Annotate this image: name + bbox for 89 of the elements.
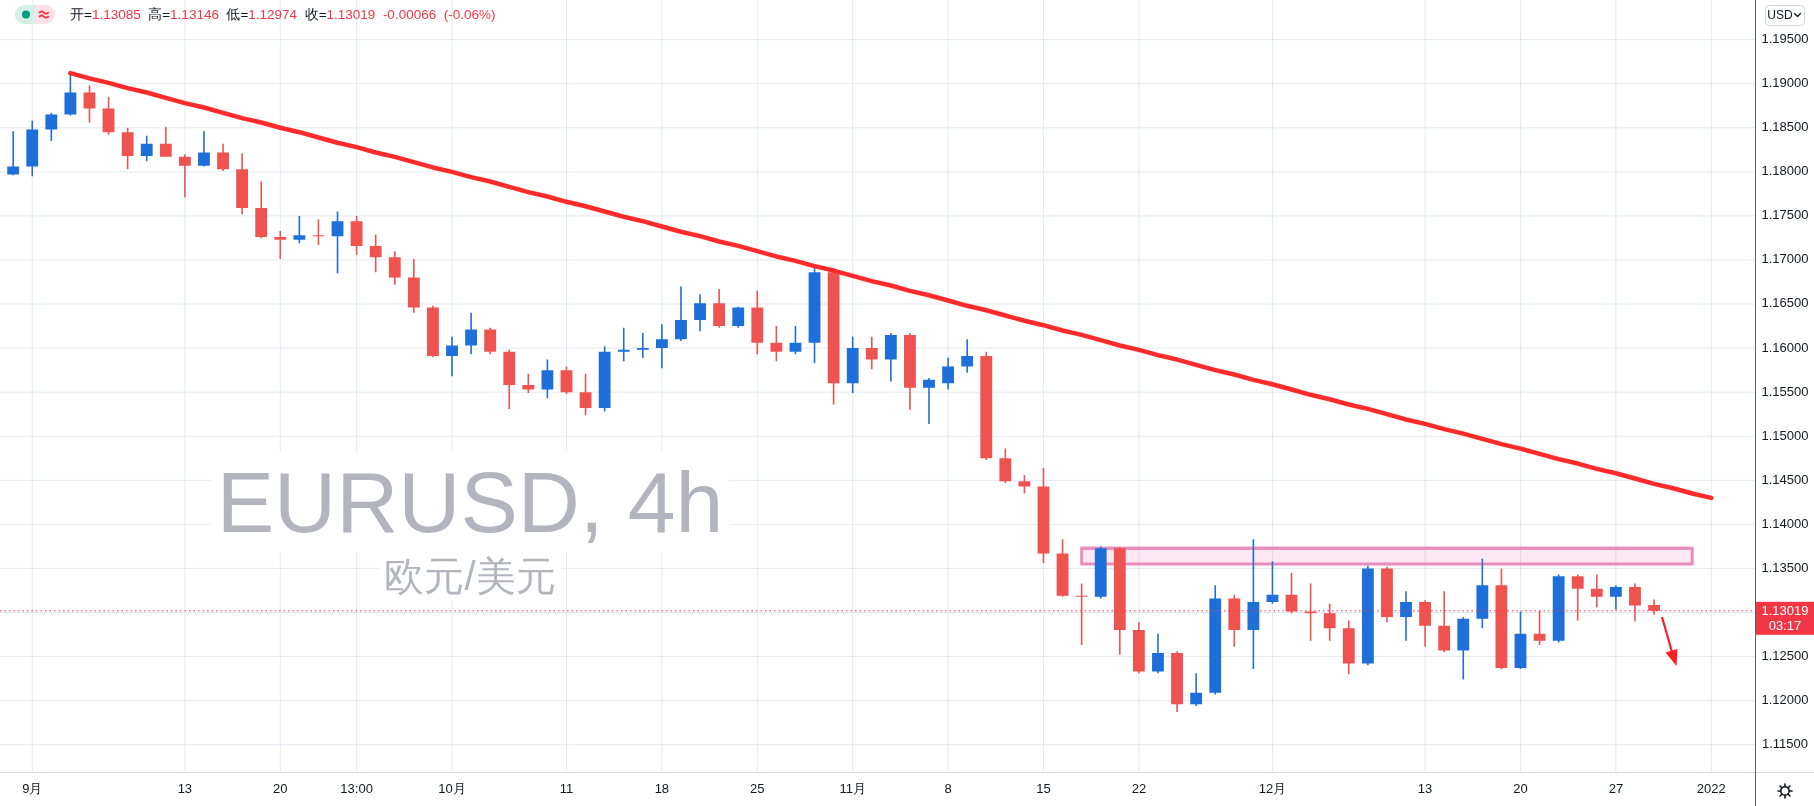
candlestick	[846, 336, 859, 394]
ref-line-label: 1.13019	[1761, 602, 1809, 618]
candlestick	[1190, 673, 1203, 706]
candlestick	[159, 126, 172, 157]
y-tick-label: 1.11500	[1761, 736, 1809, 752]
candlestick	[178, 154, 191, 198]
candlestick	[1094, 546, 1107, 599]
candlestick	[1457, 616, 1470, 680]
candlestick	[236, 153, 249, 215]
candlestick	[675, 286, 687, 342]
y-tick-label: 1.19500	[1761, 31, 1809, 47]
candlestick	[904, 333, 916, 410]
candlestick	[7, 131, 20, 176]
candlestick	[942, 357, 955, 390]
candlestick	[274, 230, 287, 260]
candlestick	[1113, 547, 1126, 655]
y-tick-label: 1.17500	[1761, 207, 1809, 223]
y-tick-label: 1.14500	[1761, 471, 1809, 487]
x-tick-label: 13	[1417, 781, 1433, 797]
candlestick	[751, 290, 764, 355]
candlestick	[655, 324, 668, 369]
candlestick	[255, 181, 268, 238]
candlestick	[217, 143, 229, 171]
candlestick	[198, 131, 210, 167]
y-tick-label: 1.15500	[1761, 383, 1809, 399]
text: 欧元/美元	[384, 554, 556, 598]
candlestick	[884, 333, 897, 382]
candlestick	[484, 327, 497, 355]
candlestick	[1629, 583, 1641, 622]
y-tick-label: 1.12000	[1761, 692, 1809, 708]
candlestick	[1323, 603, 1336, 641]
candlestick	[1648, 599, 1660, 615]
x-tick-label: 8	[944, 781, 952, 797]
text: 开=1.13085 高=1.13146 低=1.12974 收=1.13019 -0.00066 (-0.06%)	[70, 6, 496, 22]
x-tick-label: 22	[1131, 781, 1147, 797]
candlestick	[140, 135, 153, 162]
candlestick	[961, 339, 974, 373]
text: USD	[1767, 8, 1793, 23]
y-tick-label: 1.16500	[1761, 295, 1809, 311]
y-tick-label: 1.12500	[1761, 647, 1809, 663]
x-tick-label: 10月	[438, 781, 466, 797]
candlestick	[1209, 585, 1222, 695]
candlestick	[465, 312, 478, 355]
candlestick	[713, 289, 726, 328]
candlestick	[407, 259, 420, 313]
candlestick	[503, 349, 516, 409]
candlestick	[1152, 633, 1164, 674]
y-tick-label: 1.13500	[1761, 559, 1809, 575]
y-tick-label: 1.18000	[1761, 163, 1809, 179]
candlestick	[1400, 591, 1412, 641]
candlestick	[1590, 574, 1603, 608]
x-tick-label: 25	[750, 781, 765, 797]
text: EURUSD, 4h	[216, 454, 724, 550]
candlestick	[1132, 622, 1145, 674]
candlestick	[1361, 565, 1374, 666]
x-tick-label: 18	[654, 781, 670, 797]
x-tick-label: 27	[1608, 781, 1624, 797]
candlestick	[1381, 566, 1393, 623]
candlestick	[636, 333, 649, 358]
y-tick-label: 1.16000	[1761, 339, 1809, 355]
y-tick-label: 1.15000	[1761, 427, 1809, 443]
candlestick	[923, 378, 935, 424]
x-tick-label: 13	[177, 781, 193, 797]
candlestick	[865, 336, 878, 370]
candlestick	[388, 251, 401, 285]
y-tick-label: 1.18500	[1761, 119, 1809, 135]
x-tick-label: 2022	[1696, 781, 1726, 797]
candlestick	[1171, 651, 1183, 713]
candlestick	[446, 336, 458, 377]
text: 03:17	[1768, 618, 1802, 634]
x-tick-label: 15	[1036, 781, 1051, 797]
candlestick	[694, 294, 706, 332]
x-tick-label: 20	[1513, 781, 1528, 797]
x-tick-label: 9月	[22, 781, 43, 797]
y-tick-label: 1.14000	[1761, 515, 1809, 531]
x-tick-label: 12月	[1258, 781, 1287, 797]
candlestick	[1609, 585, 1622, 610]
candlestick	[1571, 574, 1584, 621]
x-tick-label: 13:00	[340, 781, 373, 797]
x-tick-label: 11	[559, 781, 574, 797]
x-tick-label: 11月	[839, 781, 866, 797]
candlestick	[617, 327, 630, 362]
candlestick	[1342, 620, 1355, 675]
candlestick	[26, 120, 39, 177]
candlestick	[1438, 591, 1451, 653]
y-tick-label: 1.19000	[1761, 75, 1809, 91]
y-tick-label: 1.17000	[1761, 251, 1809, 267]
x-tick-label: 20	[273, 781, 288, 797]
candlestick	[1419, 600, 1432, 647]
